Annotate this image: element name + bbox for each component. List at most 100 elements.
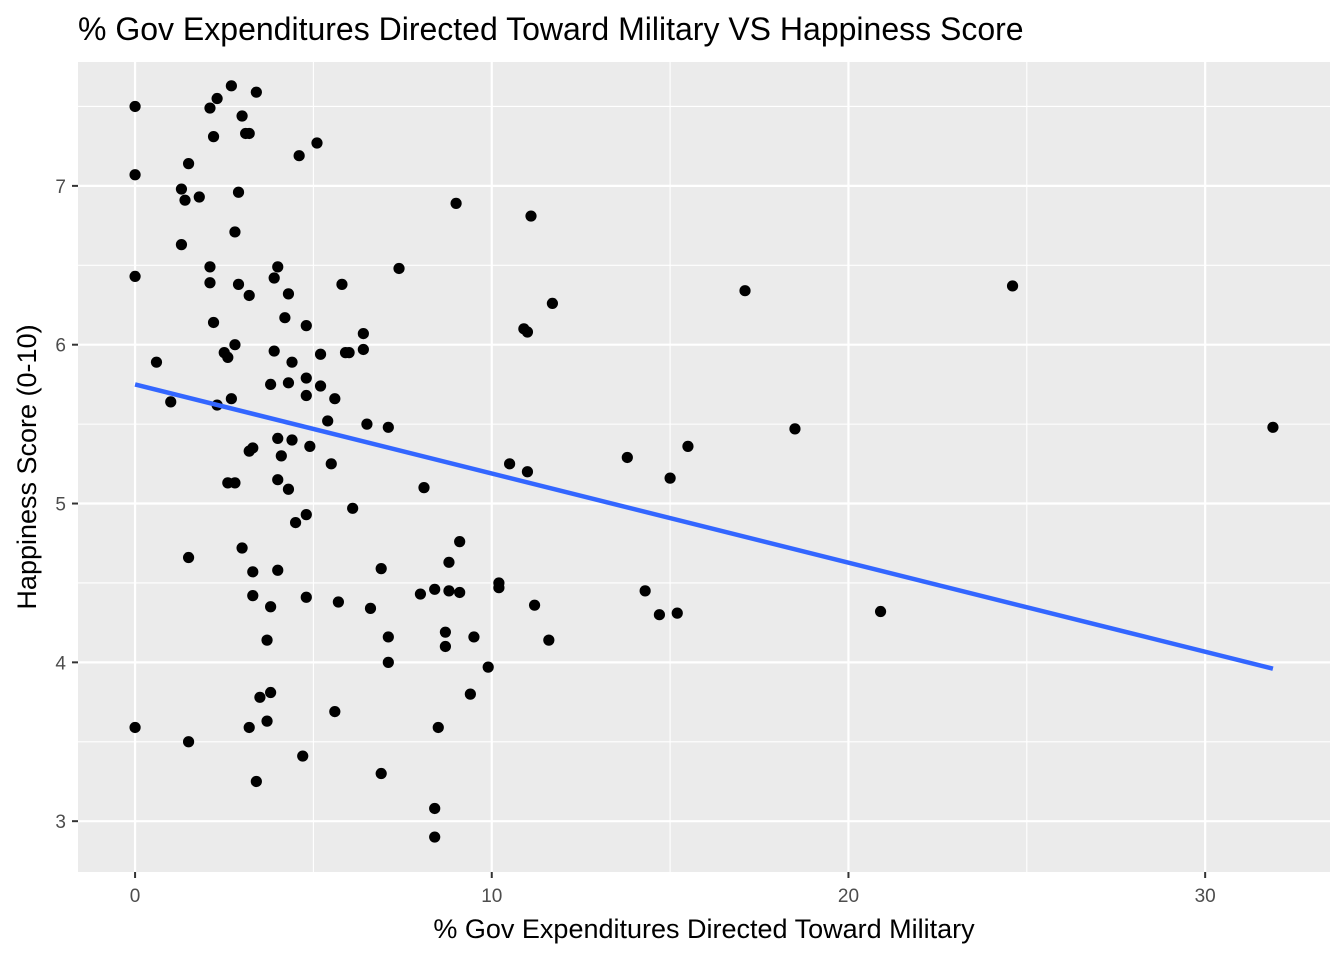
data-point	[272, 564, 284, 576]
chart-title: % Gov Expenditures Directed Toward Milit…	[78, 11, 1024, 47]
data-point	[222, 351, 234, 364]
data-point	[225, 80, 237, 92]
data-point	[439, 626, 451, 638]
data-point	[129, 270, 141, 283]
data-point	[739, 285, 751, 297]
data-point	[297, 750, 309, 762]
data-point	[129, 721, 141, 734]
data-point	[382, 656, 394, 668]
data-point	[504, 458, 516, 470]
data-point	[874, 605, 887, 618]
data-point	[282, 288, 295, 300]
data-point	[450, 197, 462, 209]
data-point	[236, 110, 248, 122]
data-point	[268, 272, 280, 284]
data-point	[361, 418, 373, 430]
data-point	[268, 345, 280, 357]
data-point	[357, 343, 369, 356]
data-point	[382, 421, 394, 433]
data-point	[300, 509, 312, 521]
trend-line	[134, 382, 1274, 671]
x-tick-label: 20	[838, 886, 859, 907]
data-point	[682, 440, 694, 452]
y-axis-title: Happiness Score (0-10)	[12, 324, 42, 609]
data-point	[653, 609, 666, 621]
data-point	[300, 320, 312, 332]
data-point	[182, 158, 195, 170]
data-point	[129, 100, 141, 113]
data-point	[243, 721, 255, 734]
data-point	[229, 226, 241, 238]
data-point	[357, 327, 369, 340]
data-point	[293, 150, 305, 162]
data-point	[314, 380, 327, 392]
data-point	[179, 194, 191, 206]
data-point	[443, 585, 455, 597]
x-axis-title: % Gov Expenditures Directed Toward Milit…	[433, 914, 975, 944]
data-point	[304, 440, 316, 452]
data-point	[225, 393, 237, 405]
data-point	[272, 261, 284, 273]
data-point	[229, 477, 241, 489]
data-point	[1267, 421, 1279, 433]
data-point	[175, 239, 188, 251]
data-point	[129, 169, 141, 181]
data-point	[418, 482, 430, 494]
data-point	[664, 472, 676, 484]
data-point	[347, 502, 359, 514]
data-point	[639, 585, 651, 597]
data-point	[300, 591, 312, 603]
data-point	[521, 326, 534, 338]
data-point	[211, 92, 223, 105]
data-point	[314, 348, 327, 360]
data-point	[150, 356, 163, 368]
data-point	[247, 566, 259, 578]
data-point	[232, 278, 245, 290]
data-point	[207, 316, 220, 329]
data-point	[521, 466, 534, 478]
data-point	[300, 389, 312, 402]
data-point	[1006, 280, 1019, 292]
plot-panel	[78, 62, 1330, 872]
x-tick-label: 10	[481, 886, 502, 907]
data-point	[286, 434, 298, 446]
data-point	[343, 347, 355, 359]
data-point	[300, 372, 312, 384]
data-point	[182, 551, 195, 564]
data-point	[414, 588, 427, 600]
data-point	[621, 451, 633, 464]
x-axis-ticks: 0 10 20 30	[130, 872, 1216, 907]
data-point	[789, 423, 801, 435]
data-point	[282, 483, 295, 495]
data-point	[243, 127, 255, 140]
data-point	[375, 563, 387, 575]
data-point	[375, 767, 387, 780]
data-point	[329, 705, 341, 718]
data-point	[243, 289, 255, 302]
y-tick-label: 3	[55, 812, 66, 833]
data-point	[454, 586, 466, 599]
data-point	[229, 339, 241, 351]
data-point	[525, 210, 537, 222]
data-point	[282, 377, 295, 389]
data-point	[236, 542, 248, 554]
y-tick-label: 7	[55, 177, 66, 198]
y-tick-label: 6	[55, 336, 66, 357]
data-point	[204, 277, 216, 289]
data-point	[429, 583, 441, 595]
data-point	[247, 442, 259, 454]
data-point	[165, 396, 177, 408]
data-point	[265, 686, 277, 699]
data-point	[247, 590, 259, 602]
data-points	[129, 80, 1279, 843]
data-point	[432, 721, 444, 734]
data-point	[429, 831, 441, 843]
data-point	[329, 393, 341, 405]
data-point	[204, 261, 216, 273]
data-point	[265, 378, 277, 391]
data-point	[322, 415, 334, 427]
data-point	[336, 278, 348, 290]
data-point	[204, 102, 216, 114]
major-gridlines	[78, 62, 1330, 872]
data-point	[493, 582, 505, 594]
